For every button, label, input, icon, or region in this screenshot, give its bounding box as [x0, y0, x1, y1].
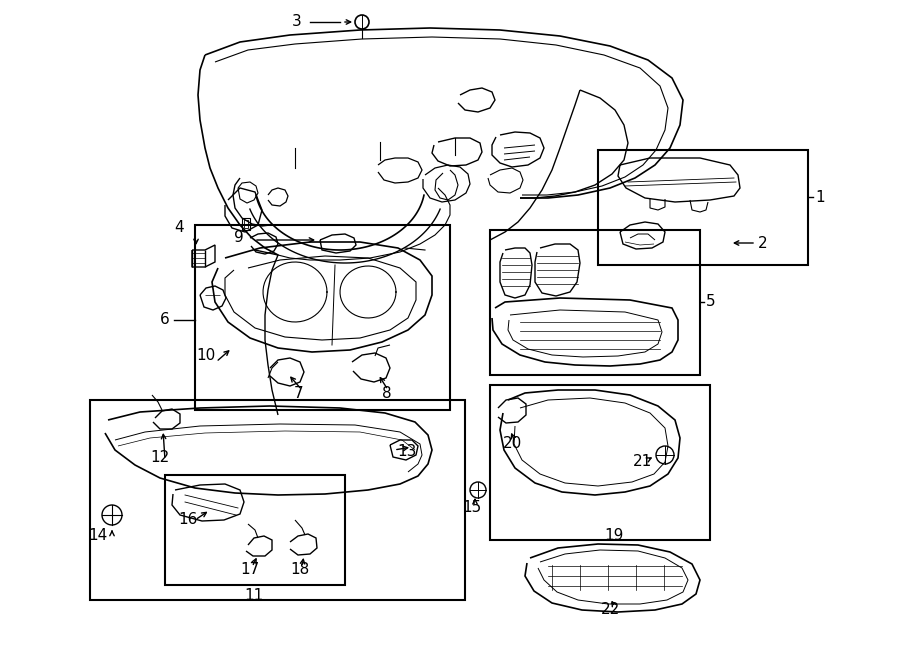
Text: 12: 12: [150, 451, 169, 465]
Bar: [598, 150, 808, 265]
Bar: [490, 385, 710, 540]
Text: 1: 1: [815, 190, 824, 204]
Text: 7: 7: [294, 387, 303, 401]
Text: 8: 8: [382, 387, 392, 401]
Bar: [90, 400, 465, 600]
Text: 15: 15: [462, 500, 482, 516]
Text: 14: 14: [88, 527, 107, 543]
Text: 22: 22: [600, 602, 619, 617]
Text: 11: 11: [245, 588, 264, 602]
Text: 21: 21: [633, 455, 652, 469]
Bar: [490, 230, 700, 375]
Text: 4: 4: [174, 221, 184, 235]
Text: 13: 13: [397, 444, 417, 459]
Text: 17: 17: [240, 561, 259, 576]
Bar: [165, 475, 345, 585]
Text: 9: 9: [234, 229, 244, 245]
Text: 2: 2: [758, 235, 768, 251]
Text: 18: 18: [290, 561, 310, 576]
Bar: [195, 225, 450, 410]
Text: 16: 16: [178, 512, 197, 527]
Text: 10: 10: [196, 348, 215, 362]
Text: 5: 5: [706, 295, 716, 309]
Text: 19: 19: [604, 529, 624, 543]
Text: 6: 6: [160, 313, 170, 327]
Text: 20: 20: [503, 436, 522, 451]
Text: 3: 3: [292, 15, 302, 30]
